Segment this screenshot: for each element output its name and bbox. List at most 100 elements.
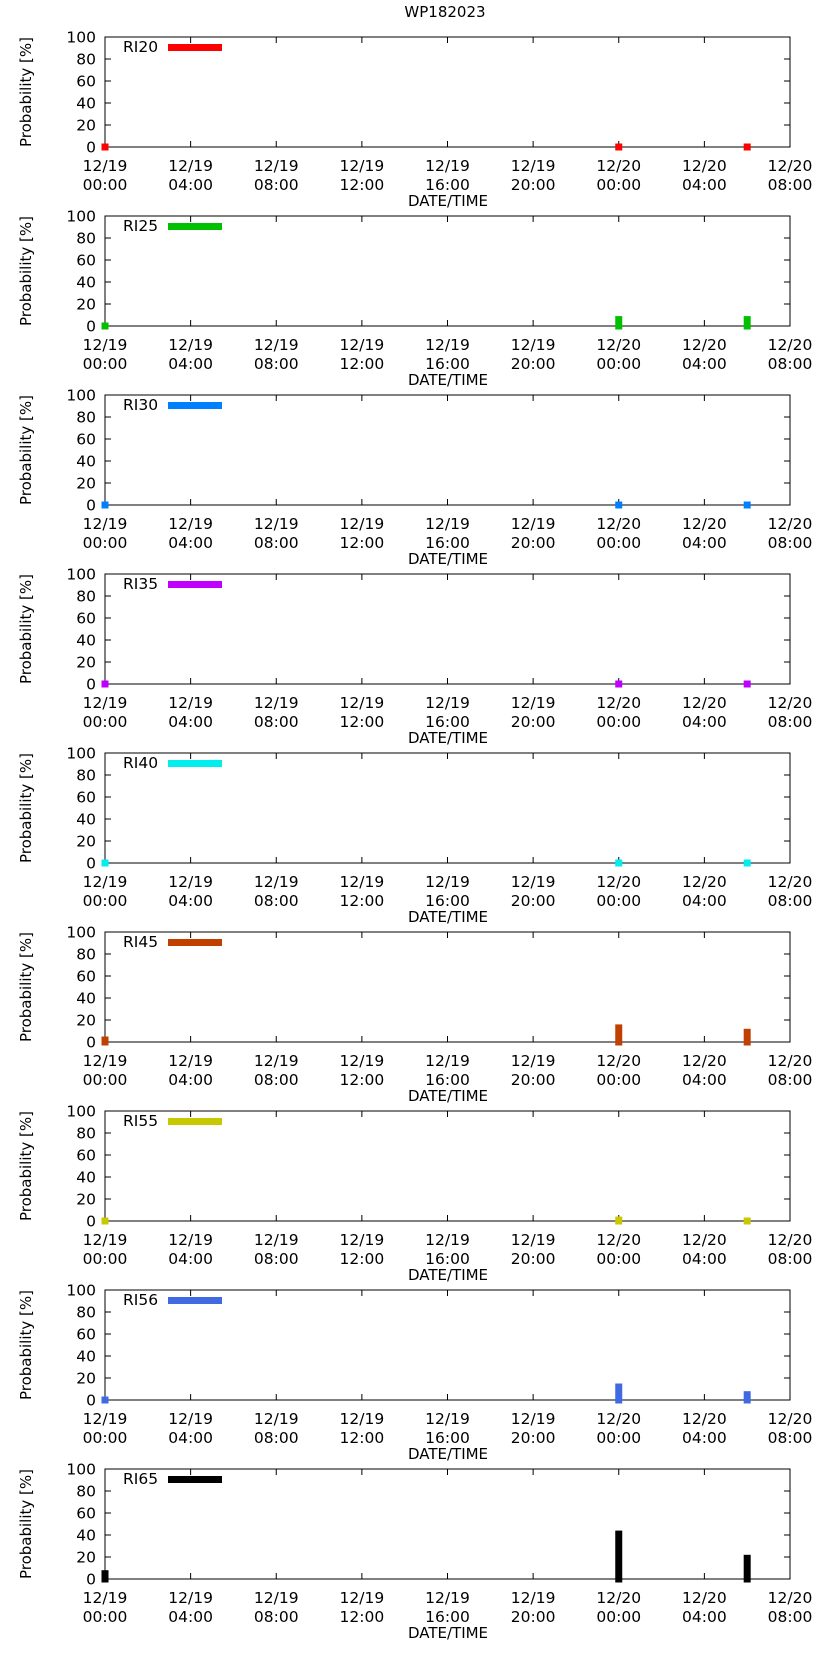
x-tick-label-date: 12/19 [83,515,128,533]
x-tick-label-time: 16:00 [425,176,470,194]
x-axis-label: DATE/TIME [408,1087,488,1105]
panels: 02040608010012/1900:0012/1904:0012/1908:… [17,29,812,1643]
y-tick-label: 80 [76,588,96,606]
x-tick-label-time: 20:00 [511,1608,556,1626]
legend-label: RI45 [123,933,158,951]
chart-title: WP182023 [404,3,485,21]
data-bar [743,1391,751,1404]
x-tick-label-date: 12/19 [83,1410,128,1428]
y-axis-label: Probability [%] [17,574,35,684]
legend-label: RI65 [123,1470,158,1488]
x-tick-label-date: 12/19 [83,1231,128,1249]
x-tick-label-date: 12/20 [768,873,813,891]
legend-swatch [168,1297,222,1304]
panel-ri65: 02040608010012/1900:0012/1904:0012/1908:… [17,1461,812,1643]
y-tick-label: 100 [66,566,96,584]
y-tick-label: 80 [76,1483,96,1501]
legend-label: RI35 [123,575,158,593]
x-tick-label-time: 20:00 [511,1250,556,1268]
x-tick-label-time: 08:00 [254,176,299,194]
x-tick-label-date: 12/19 [254,1052,299,1070]
x-tick-label-time: 16:00 [425,892,470,910]
x-tick-label-time: 08:00 [768,1608,813,1626]
x-tick-label-date: 12/20 [768,336,813,354]
x-tick-label-time: 12:00 [340,892,385,910]
y-tick-label: 100 [66,1461,96,1479]
legend-label: RI30 [123,396,158,414]
y-tick-label: 20 [76,475,96,493]
panel-ri30: 02040608010012/1900:0012/1904:0012/1908:… [17,387,812,569]
x-tick-label-date: 12/19 [511,157,556,175]
x-tick-label-date: 12/20 [768,157,813,175]
y-tick-label: 80 [76,230,96,248]
x-tick-label-date: 12/19 [425,1231,470,1249]
data-bar [743,859,751,867]
x-tick-label-time: 16:00 [425,355,470,373]
x-tick-label-date: 12/20 [682,1410,727,1428]
panel-ri25: 02040608010012/1900:0012/1904:0012/1908:… [17,208,812,390]
y-tick-label: 60 [76,1326,96,1344]
legend-label: RI40 [123,754,158,772]
y-tick-label: 100 [66,924,96,942]
x-tick-label-time: 04:00 [682,713,727,731]
x-tick-label-date: 12/20 [682,1589,727,1607]
x-tick-label-date: 12/19 [511,1589,556,1607]
x-tick-label-time: 20:00 [511,176,556,194]
x-tick-label-time: 12:00 [340,534,385,552]
data-bar [743,1028,751,1046]
data-bar [615,501,623,509]
y-tick-label: 0 [86,318,96,336]
x-tick-label-time: 08:00 [254,1071,299,1089]
panel-ri56: 02040608010012/1900:0012/1904:0012/1908:… [17,1282,812,1464]
x-tick-label-time: 04:00 [168,176,213,194]
x-tick-label-date: 12/19 [425,1052,470,1070]
x-tick-label-date: 12/19 [168,336,213,354]
y-tick-label: 60 [76,1505,96,1523]
y-tick-label: 20 [76,1549,96,1567]
x-axis-label: DATE/TIME [408,908,488,926]
x-tick-label-time: 00:00 [83,176,128,194]
legend-label: RI56 [123,1291,158,1309]
x-tick-label-time: 08:00 [768,1429,813,1447]
data-bar [615,1383,623,1404]
x-tick-label-date: 12/19 [340,1589,385,1607]
data-bar [743,1217,751,1225]
x-tick-label-date: 12/19 [511,1410,556,1428]
legend-swatch [168,44,222,51]
x-tick-label-date: 12/20 [768,1052,813,1070]
y-tick-label: 80 [76,51,96,69]
x-tick-label-time: 00:00 [596,534,641,552]
x-tick-label-time: 20:00 [511,892,556,910]
y-tick-label: 0 [86,1392,96,1410]
x-tick-label-time: 04:00 [168,1071,213,1089]
y-tick-label: 40 [76,274,96,292]
x-tick-label-time: 20:00 [511,1429,556,1447]
y-tick-label: 40 [76,1169,96,1187]
legend-swatch [168,939,222,946]
x-tick-label-date: 12/19 [340,336,385,354]
y-tick-label: 0 [86,139,96,157]
x-tick-label-date: 12/20 [682,694,727,712]
x-tick-label-time: 20:00 [511,713,556,731]
x-tick-label-time: 04:00 [168,892,213,910]
data-bar [101,501,109,509]
x-tick-label-date: 12/20 [596,515,641,533]
y-axis-label: Probability [%] [17,932,35,1042]
x-tick-label-time: 12:00 [340,713,385,731]
x-tick-label-time: 00:00 [83,1250,128,1268]
data-bar [101,859,109,867]
x-tick-label-time: 20:00 [511,534,556,552]
x-tick-label-time: 08:00 [768,1071,813,1089]
x-tick-label-date: 12/19 [168,1052,213,1070]
x-tick-label-time: 00:00 [83,534,128,552]
x-tick-label-time: 16:00 [425,534,470,552]
x-tick-label-time: 08:00 [254,1250,299,1268]
x-tick-label-time: 08:00 [768,176,813,194]
data-bar [743,316,751,330]
x-tick-label-date: 12/19 [340,515,385,533]
legend-swatch [168,581,222,588]
x-tick-label-date: 12/19 [168,1410,213,1428]
x-tick-label-time: 08:00 [254,355,299,373]
y-axis-label: Probability [%] [17,753,35,863]
x-tick-label-date: 12/19 [511,515,556,533]
